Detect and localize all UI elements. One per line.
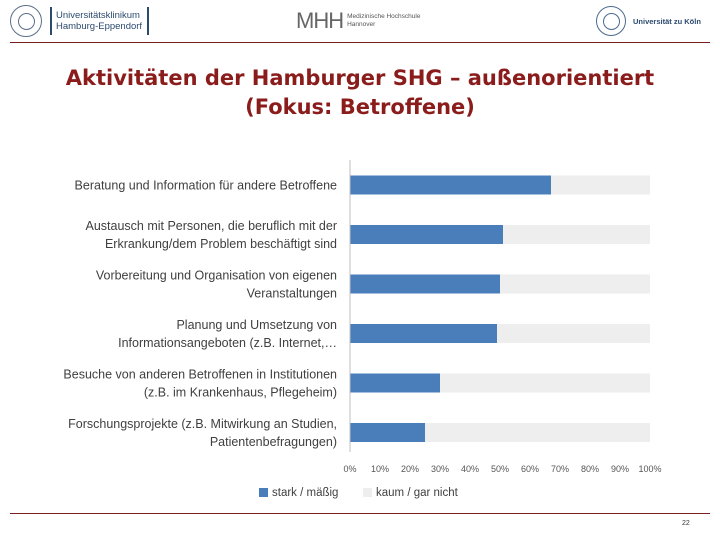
category-label-1-1: Erkrankung/dem Problem beschäftigt sind — [105, 237, 337, 251]
x-tick-label-1: 10% — [371, 464, 389, 474]
category-label-0-0: Beratung und Information für andere Betr… — [75, 179, 337, 193]
x-tick-label-6: 60% — [521, 464, 539, 474]
slide-title: Aktivitäten der Hamburger SHG – außenori… — [0, 64, 720, 122]
x-tick-label-5: 50% — [491, 464, 509, 474]
uke-logo-bar — [50, 7, 52, 35]
x-tick-label-4: 40% — [461, 464, 479, 474]
x-tick-label-2: 20% — [401, 464, 419, 474]
bar-kaum-0 — [551, 175, 650, 195]
bar-kaum-4 — [440, 373, 650, 393]
uke-logo-endbar — [147, 7, 150, 35]
legend-swatch-1 — [363, 488, 372, 497]
mhh-text-line2: Hannover — [347, 21, 376, 28]
bar-kaum-1 — [503, 225, 650, 244]
bar-stark-5 — [350, 423, 425, 442]
x-tick-label-9: 90% — [611, 464, 629, 474]
mhh-logo-text: Medizinische Hochschule Hannover — [347, 13, 420, 29]
x-tick-label-10: 100% — [638, 464, 661, 474]
bar-chart: Beratung und Information für andere Betr… — [63, 160, 662, 499]
mhh-logo: MHH Medizinische Hochschule Hannover — [296, 4, 420, 38]
header-divider — [10, 42, 710, 43]
mhh-text-line1: Medizinische Hochschule — [347, 13, 421, 20]
category-label-5-1: Patientenbefragungen) — [210, 435, 337, 449]
x-tick-label-8: 80% — [581, 464, 599, 474]
bar-stark-1 — [350, 225, 503, 244]
uke-seal-icon — [10, 5, 42, 37]
bar-kaum-2 — [500, 274, 650, 294]
legend-label-0: stark / mäßig — [272, 487, 338, 499]
category-label-4-0: Besuche von anderen Betroffenen in Insti… — [63, 368, 337, 382]
mhh-mark: MHH — [296, 8, 344, 33]
bar-kaum-5 — [425, 423, 650, 442]
category-label-3-0: Planung und Umsetzung von — [176, 318, 337, 332]
uke-text-line1: Universitätsklinikum — [56, 10, 140, 21]
koeln-logo-text: Universität zu Köln — [633, 16, 701, 26]
title-line1: Aktivitäten der Hamburger SHG – außenori… — [65, 66, 655, 90]
page-number: 22 — [682, 520, 690, 527]
legend-label-1: kaum / gar nicht — [376, 487, 459, 499]
uke-logo: Universitätsklinikum Hamburg-Eppendorf — [10, 4, 150, 38]
x-tick-label-3: 30% — [431, 464, 449, 474]
bar-stark-0 — [350, 175, 551, 195]
x-tick-label-0: 0% — [343, 464, 356, 474]
category-label-2-0: Vorbereitung und Organisation von eigene… — [96, 269, 337, 283]
header: Universitätsklinikum Hamburg-Eppendorf M… — [0, 0, 720, 42]
category-label-4-1: (z.B. im Krankenhaus, Pflegeheim) — [144, 386, 337, 400]
uke-logo-text: Universitätsklinikum Hamburg-Eppendorf — [56, 10, 142, 32]
footer-divider — [10, 513, 710, 514]
category-label-1-0: Austausch mit Personen, die beruflich mi… — [85, 219, 337, 233]
category-label-2-1: Veranstaltungen — [247, 287, 337, 301]
bar-kaum-3 — [497, 324, 650, 343]
uke-text-line2: Hamburg-Eppendorf — [56, 21, 143, 32]
title-line2: (Fokus: Betroffene) — [245, 95, 475, 119]
bar-stark-3 — [350, 324, 497, 343]
x-tick-label-7: 70% — [551, 464, 569, 474]
koeln-seal-icon — [596, 6, 626, 36]
koeln-logo: Universität zu Köln — [596, 4, 701, 38]
category-label-5-0: Forschungsprojekte (z.B. Mitwirkung an S… — [68, 417, 337, 431]
bar-stark-2 — [350, 274, 500, 294]
category-label-3-1: Informationsangeboten (z.B. Internet,… — [118, 336, 337, 350]
legend-swatch-0 — [259, 488, 268, 497]
bar-stark-4 — [350, 373, 440, 393]
